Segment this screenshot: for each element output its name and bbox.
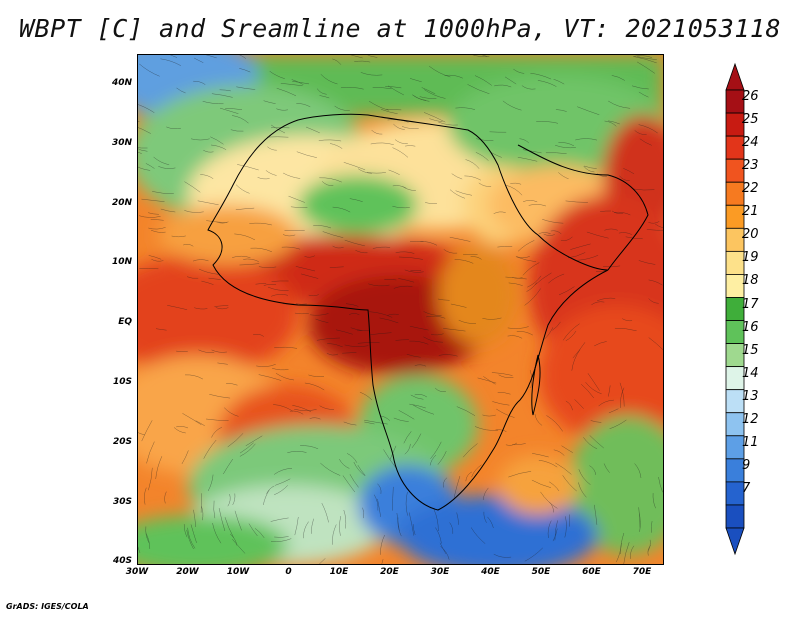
lon-label-20w: 20W	[176, 567, 199, 577]
coastlines	[207, 113, 649, 511]
colorbar-label: 7	[742, 480, 751, 496]
colorbar-top-arrow	[725, 62, 745, 91]
colorbar-label: 9	[742, 457, 751, 473]
lon-label-10w: 10W	[226, 567, 250, 577]
colorbar-bottom-arrow	[725, 527, 745, 556]
lon-label-70e: 70E	[632, 567, 652, 577]
colorbar-label: 17	[742, 296, 759, 312]
lon-label-40e: 40E	[481, 567, 500, 577]
lon-label-10e: 10E	[329, 567, 349, 577]
lat-label-30s: 30S	[112, 496, 132, 507]
lon-label-20e: 20E	[380, 567, 399, 577]
chart-title: WBPT [C] and Sreamline at 1000hPa, VT: 2…	[18, 14, 781, 43]
colorbar-label: 25	[742, 112, 759, 128]
lat-label-10n: 10N	[111, 257, 132, 268]
colorbar-label: 14	[742, 365, 759, 381]
lon-label-50e: 50E	[531, 567, 551, 577]
lon-label-30w: 30W	[125, 567, 149, 577]
lat-label-10s: 10S	[112, 377, 132, 387]
lat-label-40s: 40S	[112, 556, 132, 567]
colorbar-label: 26	[742, 89, 759, 105]
streamlines	[138, 55, 663, 564]
colorbar-label: 20	[742, 227, 759, 243]
colorbar-label: 11	[742, 434, 759, 450]
colorbar-label: 16	[742, 319, 759, 335]
colorbar-label: 13	[742, 388, 759, 404]
wbpt-field-map	[138, 55, 663, 564]
map-panel	[137, 54, 664, 565]
colorbar-label: 12	[742, 411, 759, 427]
wbpt-shading	[138, 55, 663, 564]
lon-label-60e: 60E	[582, 567, 601, 577]
colorbar-label: 18	[742, 273, 759, 289]
colorbar-label: 23	[742, 158, 759, 174]
lat-label-20n: 20N	[111, 197, 132, 208]
lat-label-30n: 30N	[111, 137, 132, 148]
colorbar-label: 21	[742, 204, 759, 220]
lon-label-0: 0	[285, 567, 292, 577]
colorbar	[725, 62, 745, 556]
colorbar-swatch	[725, 504, 745, 529]
colorbar-label: 22	[742, 181, 759, 197]
lat-label-40n: 40N	[111, 78, 132, 88]
colorbar-label: 19	[742, 250, 759, 266]
credit-text: GrADS: IGES/COLA	[6, 602, 89, 611]
colorbar-label: 24	[742, 135, 759, 151]
colorbar-label: 15	[742, 342, 759, 358]
lat-label-eq: EQ	[118, 317, 132, 328]
lat-label-20s: 20S	[112, 436, 132, 447]
lon-label-30e: 30E	[430, 567, 450, 577]
